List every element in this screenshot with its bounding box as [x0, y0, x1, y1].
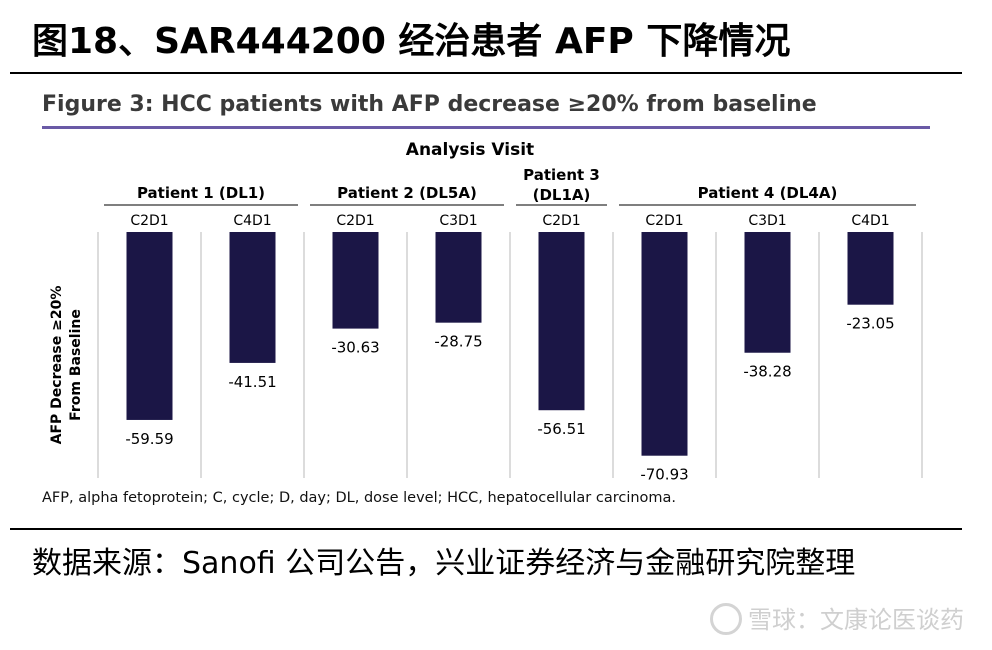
group-label-3-line-1: Patient 3	[523, 166, 600, 184]
visit-label-4: C3D1	[439, 213, 477, 229]
snowball-logo-icon	[710, 603, 742, 635]
group-label-4: Patient 4 (DL4A)	[698, 184, 838, 202]
top-rule	[10, 72, 962, 74]
visit-label-2: C4D1	[233, 213, 271, 229]
group-label-2: Patient 2 (DL5A)	[337, 184, 477, 202]
watermark-text: 雪球：文康论医谈药	[748, 606, 964, 634]
value-label-8: -23.05	[846, 315, 894, 333]
report-title: 图18、SAR444200 经治患者 AFP 下降情况	[32, 21, 791, 62]
visit-label-1: C2D1	[130, 213, 168, 229]
visit-label-3: C2D1	[336, 213, 374, 229]
value-label-1: -59.59	[125, 430, 173, 448]
source-note: 数据来源：Sanofi 公司公告，兴业证券经济与金融研究院整理	[32, 546, 856, 581]
visit-label-8: C4D1	[851, 213, 889, 229]
afp-bar-chart: Analysis Visit Patient 1 (DL1) Patient 2 (…	[42, 140, 923, 506]
bar-5	[538, 232, 585, 411]
visit-label-6: C2D1	[645, 213, 683, 229]
bar-7	[744, 232, 791, 353]
value-label-4: -28.75	[434, 333, 482, 351]
value-label-2: -41.51	[228, 373, 276, 391]
y-axis-label-line-2: From Baseline	[68, 309, 84, 421]
bar-8	[847, 232, 894, 305]
figure-title: Figure 3: HCC patients with AFP decrease…	[42, 92, 817, 117]
group-label-1: Patient 1 (DL1)	[137, 184, 265, 202]
bar-6	[641, 232, 688, 456]
visit-label-7: C3D1	[748, 213, 786, 229]
value-label-6: -70.93	[640, 466, 688, 484]
bar-4	[435, 232, 482, 323]
bottom-rule	[10, 528, 962, 530]
chart-footnote: AFP, alpha fetoprotein; C, cycle; D, day…	[42, 490, 676, 506]
watermark: 雪球：文康论医谈药	[710, 600, 964, 637]
group-label-3-line-2: (DL1A)	[533, 186, 591, 204]
value-label-3: -30.63	[331, 339, 379, 357]
visit-label-5: C2D1	[542, 213, 580, 229]
top-axis-label: Analysis Visit	[406, 140, 534, 160]
value-label-5: -56.51	[537, 420, 585, 438]
bar-3	[332, 232, 379, 329]
figure-title-underline	[42, 126, 930, 129]
y-axis-label-line-1: AFP Decrease ≥20%	[49, 286, 65, 445]
value-label-7: -38.28	[743, 363, 791, 381]
bar-2	[229, 232, 276, 363]
bar-1	[126, 232, 173, 420]
